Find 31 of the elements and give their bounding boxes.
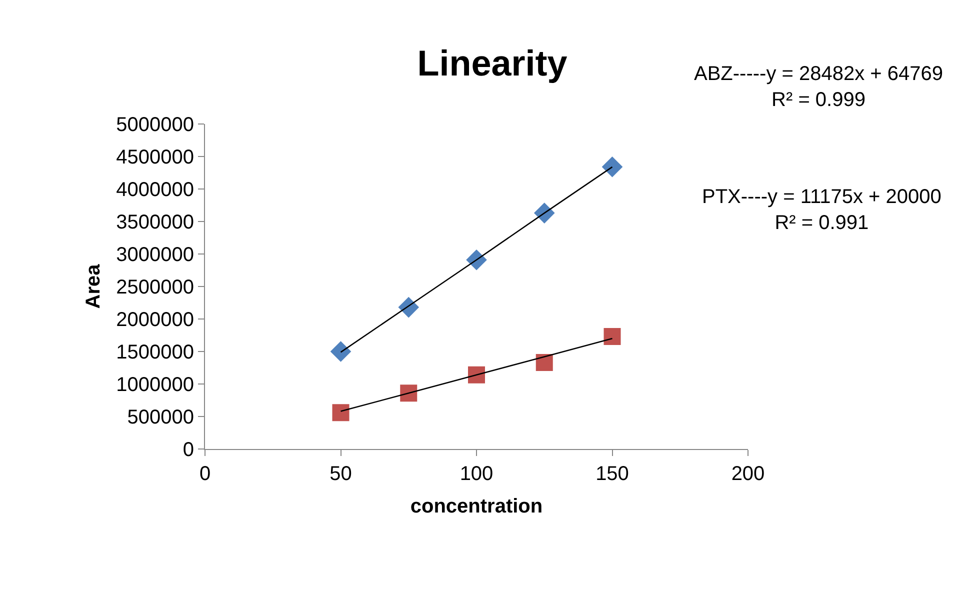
y-tick-label: 4500000 (116, 146, 194, 168)
y-tick-label: 4000000 (116, 179, 194, 201)
y-tick-label: 0 (182, 439, 194, 461)
chart-title: Linearity (417, 42, 568, 84)
x-axis-title: concentration (410, 496, 543, 518)
point (468, 366, 485, 384)
point (466, 249, 487, 270)
point (534, 202, 555, 224)
x-tick-label: 50 (330, 463, 352, 485)
y-axis-title: Area (82, 263, 105, 309)
y-tick-label: 500000 (127, 406, 194, 428)
x-tick-label: 150 (596, 463, 629, 485)
y-tick-label: 1500000 (116, 342, 194, 364)
y-tick-label: 2000000 (116, 309, 194, 331)
point (604, 328, 621, 346)
point (400, 384, 418, 402)
annotation: PTX----y = 11175x + 20000 R² = 0.991 (702, 186, 942, 234)
y-tick-label: 3500000 (116, 212, 194, 234)
x-tick-label: 200 (731, 463, 765, 485)
x-tick-label: 0 (199, 463, 211, 485)
y-tick-label: 1000000 (116, 374, 194, 396)
point (332, 404, 350, 422)
point (398, 296, 420, 318)
point (536, 354, 553, 372)
text: ABZ-----y = 28482x + 64769 R² = 0.999 (694, 63, 944, 111)
point (330, 341, 352, 362)
point (602, 156, 623, 178)
y-tick-label: 3000000 (116, 244, 194, 266)
y-tick-label: 2500000 (116, 276, 194, 298)
y-tick-label: 5000000 (116, 114, 194, 136)
x-tick-label: 100 (460, 463, 494, 485)
